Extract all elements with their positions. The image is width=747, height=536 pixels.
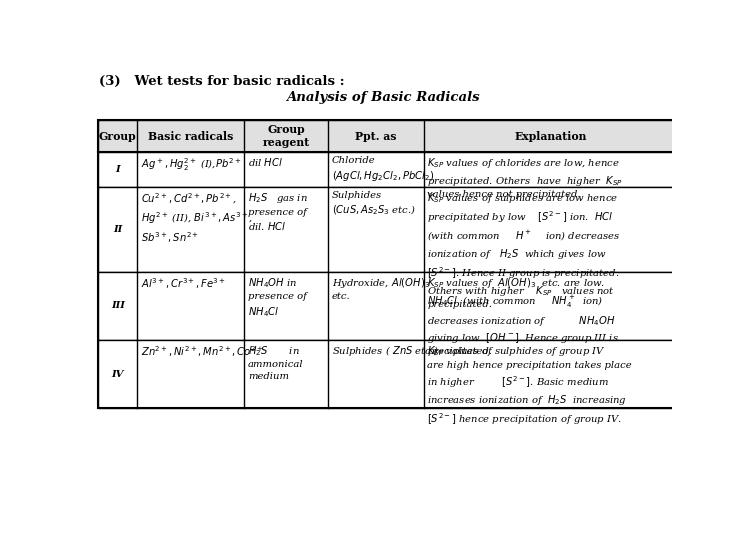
Text: dil $HCl$: dil $HCl$ — [248, 157, 283, 168]
Text: $K_{SP}$ values of sulphides of group IV
are high hence precipitation takes plac: $K_{SP}$ values of sulphides of group IV… — [427, 344, 632, 427]
Text: Group: Group — [99, 131, 137, 142]
Text: $Al^{3+},Cr^{3+},Fe^{3+}$: $Al^{3+},Cr^{3+},Fe^{3+}$ — [141, 276, 226, 291]
Text: $H_2S$       in
ammonical
medium: $H_2S$ in ammonical medium — [248, 344, 303, 381]
Text: II: II — [113, 225, 123, 234]
Text: Sulphides
$(CuS,As_2S_3$ etc.): Sulphides $(CuS,As_2S_3$ etc.) — [332, 191, 416, 218]
Text: $K_{SP}$ values of chlorides are low, hence
precipitated. Others  have  higher  : $K_{SP}$ values of chlorides are low, he… — [427, 157, 624, 199]
Bar — [98, 340, 677, 408]
Bar — [98, 120, 677, 408]
Text: Explanation: Explanation — [514, 131, 586, 142]
Text: $NH_4OH$ in
presence of
$NH_4Cl$: $NH_4OH$ in presence of $NH_4Cl$ — [248, 276, 307, 318]
Text: Group
reagent: Group reagent — [263, 124, 310, 148]
Text: $K_{SP}$ values of  $Al(OH)_3$  etc. are low.
$NH_4Cl$  (with common     $NH_4^+: $K_{SP}$ values of $Al(OH)_3$ etc. are l… — [427, 276, 619, 356]
Text: Ppt. as: Ppt. as — [356, 131, 397, 142]
Text: Basic radicals: Basic radicals — [148, 131, 234, 142]
Text: Chloride
$(AgCl,Hg_2Cl_2,PbCl_2)$: Chloride $(AgCl,Hg_2Cl_2,PbCl_2)$ — [332, 157, 434, 183]
Text: I: I — [115, 165, 120, 174]
Text: IV: IV — [111, 369, 124, 378]
Bar — [98, 272, 677, 340]
Text: III: III — [111, 301, 125, 310]
Text: Sulphides ( $ZnS$ etc.): Sulphides ( $ZnS$ etc.) — [332, 344, 439, 358]
Bar — [98, 120, 677, 152]
Text: $K_{SP}$ values of sulphides are low hence
precipitated by low    $[S^{2-}]$ ion: $K_{SP}$ values of sulphides are low hen… — [427, 191, 621, 309]
Bar — [98, 187, 677, 272]
Text: Analysis of Basic Radicals: Analysis of Basic Radicals — [286, 91, 480, 104]
Text: Hydroxide, $Al(OH)_3$
etc.: Hydroxide, $Al(OH)_3$ etc. — [332, 276, 430, 301]
Text: (3)   Wet tests for basic radicals :: (3) Wet tests for basic radicals : — [99, 75, 345, 88]
Text: $Zn^{2+},Ni^{2+},Mn^{2+},Co^{2+}$: $Zn^{2+},Ni^{2+},Mn^{2+},Co^{2+}$ — [141, 344, 263, 359]
Text: $Cu^{2+},Cd^{2+},Pb^{2+}$,
$Hg^{2+}$ (II), $Bi^{3+},As^{3+}$,
$Sb^{3+},Sn^{2+}$: $Cu^{2+},Cd^{2+},Pb^{2+}$, $Hg^{2+}$ (II… — [141, 191, 253, 245]
Text: $H_2S$   gas in
presence of
dil. $HCl$: $H_2S$ gas in presence of dil. $HCl$ — [248, 191, 308, 233]
Bar — [98, 152, 677, 187]
Text: $Ag^+,Hg_2^{2+}$ (I),$Pb^{2+}$: $Ag^+,Hg_2^{2+}$ (I),$Pb^{2+}$ — [141, 157, 241, 173]
